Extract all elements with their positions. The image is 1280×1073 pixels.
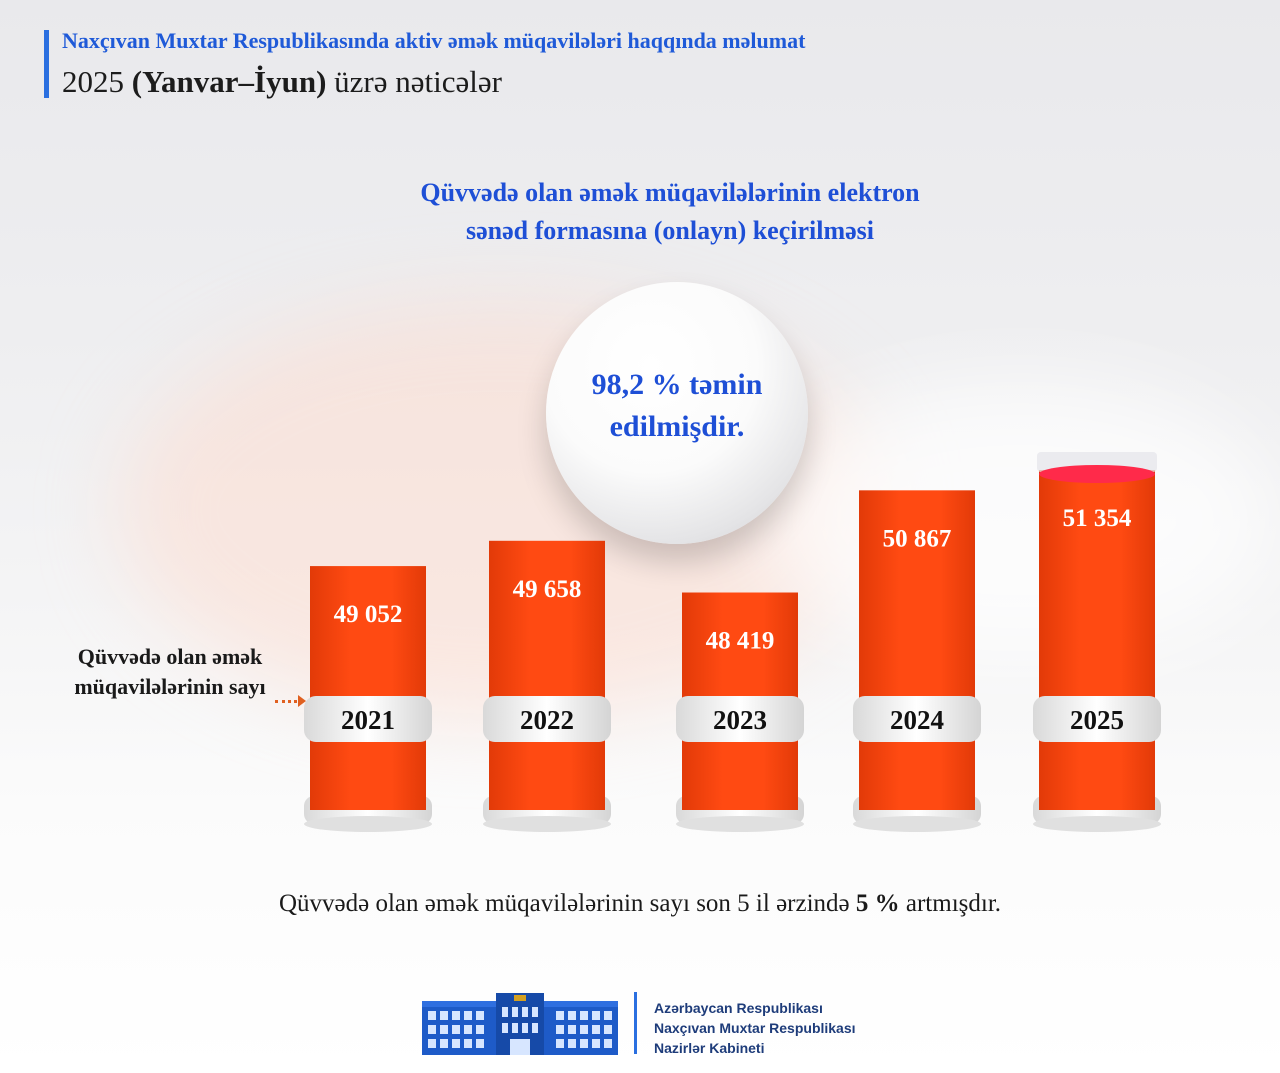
chart-heading-line: sənəd formasına (onlayn) keçirilməsi bbox=[465, 216, 875, 245]
organization-name: Azərbaycan Respublikası Naxçıvan Muxtar … bbox=[654, 998, 856, 1058]
footer-note-text: Qüvvədə olan əmək müqavilələrinin sayı s… bbox=[278, 890, 850, 917]
header-accent-bar bbox=[44, 30, 49, 98]
bar-category-label: 2024 bbox=[890, 705, 944, 735]
bar-category-label: 2025 bbox=[1070, 705, 1124, 735]
bar-category-label: 2023 bbox=[713, 705, 767, 735]
bar bbox=[1039, 470, 1155, 810]
bar-year-band bbox=[676, 696, 804, 742]
bar bbox=[489, 540, 605, 810]
bar-value-label: 49 052 bbox=[334, 601, 403, 628]
bar-category-label: 2021 bbox=[341, 705, 395, 735]
bar bbox=[859, 490, 975, 810]
bar-base-shadow bbox=[676, 816, 804, 832]
bar-year-band bbox=[853, 696, 981, 742]
bar-category-label: 2022 bbox=[520, 705, 574, 735]
bar-year-band bbox=[304, 696, 432, 742]
organization-line: Azərbaycan Respublikası bbox=[654, 1000, 823, 1016]
side-label: Qüvvədə olan əmək müqavilələrinin sayı bbox=[74, 644, 266, 699]
percentage-bubble: 98,2 % təmin edilmişdir. bbox=[546, 282, 808, 544]
chart-heading: Qüvvədə olan əmək müqavilələrinin elektr… bbox=[340, 174, 1000, 250]
bar-value-label: 49 658 bbox=[513, 576, 582, 603]
government-building-logo bbox=[422, 993, 618, 1055]
bubble-text: 98,2 % təmin edilmişdir. bbox=[546, 364, 808, 448]
bar-top-highlight bbox=[1039, 465, 1155, 483]
subtitle-period: (Yanvar–İyun) bbox=[131, 64, 327, 99]
arrow-icon bbox=[298, 695, 306, 707]
organization-line: Nazirlər Kabineti bbox=[654, 1040, 765, 1056]
bubble-line: edilmişdir. bbox=[609, 410, 745, 443]
footer-note-tail: artmışdır. bbox=[905, 890, 1002, 917]
bar-base-shadow bbox=[853, 816, 981, 832]
bar-value-label: 51 354 bbox=[1063, 505, 1132, 532]
bar-year-band bbox=[1033, 696, 1161, 742]
bar bbox=[310, 566, 426, 810]
bar-value-label: 48 419 bbox=[706, 628, 775, 655]
bar-base-shadow bbox=[304, 816, 432, 832]
page-subtitle: 2025 (Yanvar–İyun) üzrə nəticələr bbox=[62, 64, 502, 100]
bar-year-band bbox=[483, 696, 611, 742]
footer-divider bbox=[634, 992, 637, 1054]
organization-line: Naxçıvan Muxtar Respublikası bbox=[654, 1020, 856, 1036]
bar-base-shadow bbox=[1033, 816, 1161, 832]
arrow-line bbox=[275, 700, 303, 703]
bar-value-label: 50 867 bbox=[883, 525, 952, 552]
chart-heading-line: Qüvvədə olan əmək müqavilələrinin elektr… bbox=[420, 178, 920, 207]
footer-note: Qüvvədə olan əmək müqavilələrinin sayı s… bbox=[0, 890, 1280, 918]
subtitle-year: 2025 bbox=[62, 64, 124, 99]
bubble-line: 98,2 % təmin bbox=[591, 368, 763, 401]
subtitle-rest: üzrə nəticələr bbox=[334, 64, 502, 99]
bar-base-shadow bbox=[483, 816, 611, 832]
footer-note-highlight: 5 % bbox=[855, 890, 900, 917]
page-title: Naxçıvan Muxtar Respublikasında aktiv əm… bbox=[62, 28, 806, 53]
